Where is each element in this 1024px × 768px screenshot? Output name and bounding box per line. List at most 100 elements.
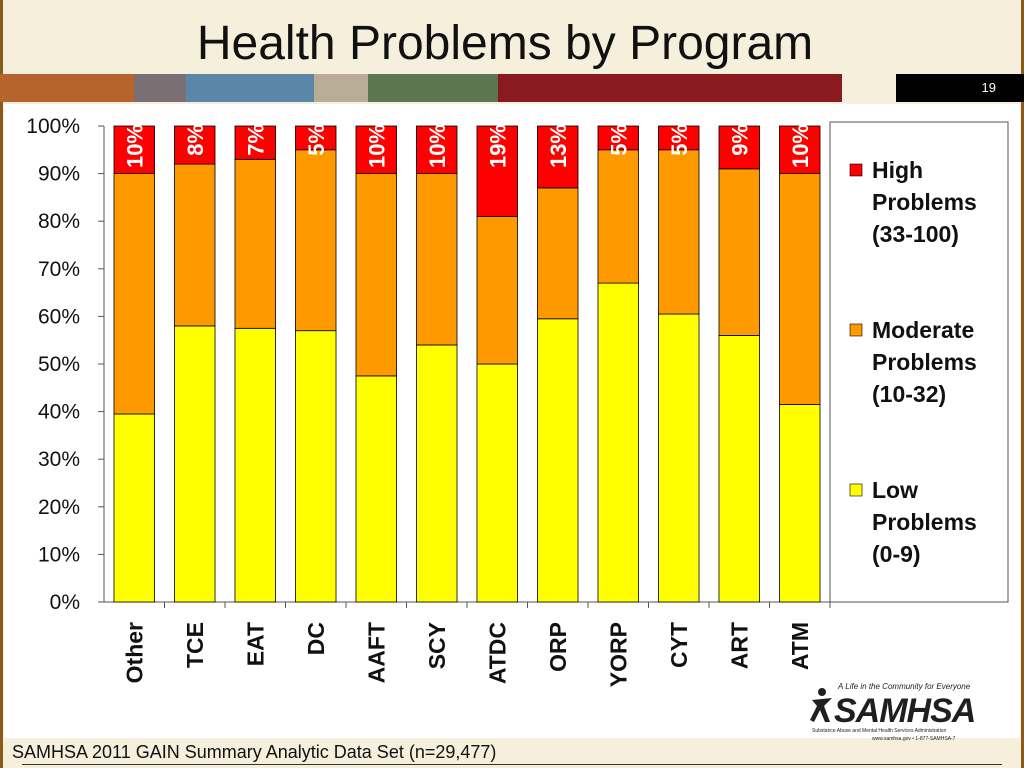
bar-segment <box>658 149 700 315</box>
bar-segment <box>658 313 700 603</box>
bar-segment <box>416 125 458 174</box>
data-label: 5% <box>667 124 692 156</box>
data-label: 9% <box>727 124 752 156</box>
y-tick-label: 70% <box>38 258 80 281</box>
bar-segment <box>416 173 458 346</box>
bar-segment <box>658 125 700 151</box>
bar-segment <box>537 125 579 189</box>
bar-segment <box>113 125 155 174</box>
x-tick-label: EAT <box>242 622 268 666</box>
legend-label: Problems <box>872 509 977 535</box>
bar-segment <box>476 216 518 365</box>
bar-segment <box>476 125 518 217</box>
bar-segment <box>113 413 155 603</box>
logo-subtitle: Substance Abuse and Mental Health Servic… <box>812 728 947 734</box>
bar-segment <box>355 375 397 603</box>
bar-segment <box>537 187 579 320</box>
x-tick-label: ORP <box>545 622 571 672</box>
data-label: 10% <box>122 124 147 168</box>
x-tick-label: Other <box>121 622 147 683</box>
bar-segment <box>234 327 276 603</box>
legend-label: (0-9) <box>872 541 921 567</box>
data-label: 5% <box>606 124 631 156</box>
legend-label: Low <box>872 477 918 503</box>
bar-segment <box>416 344 458 603</box>
header-color-block <box>498 74 842 102</box>
data-label: 5% <box>304 124 329 156</box>
slide-border-left <box>0 0 3 768</box>
x-tick-label: DC <box>303 622 329 655</box>
legend-label: Problems <box>872 349 977 375</box>
x-tick-label: SCY <box>424 622 450 669</box>
legend-label: (33-100) <box>872 221 959 247</box>
bar-segment <box>295 149 337 332</box>
bar-segment <box>718 168 760 336</box>
logo-wordmark: SAMHSA <box>834 692 976 730</box>
data-label: 10% <box>425 124 450 168</box>
slide-border-right <box>1021 0 1024 768</box>
header-color-block <box>186 74 314 102</box>
bar-segment <box>779 404 821 603</box>
data-label: 10% <box>364 124 389 168</box>
data-label: 7% <box>243 124 268 156</box>
bar-segment <box>234 158 276 329</box>
data-label: 13% <box>546 124 571 168</box>
chart-panel: 0% 10% 20% 30% 40% 50% 60% 70% 80% 90% 100% Other 10… <box>4 104 1020 738</box>
y-tick-label: 80% <box>38 210 80 233</box>
y-tick-label: 30% <box>38 448 80 471</box>
legend-swatch <box>849 163 863 177</box>
bar-segment <box>779 173 821 405</box>
stacked-bar-chart: 0% 10% 20% 30% 40% 50% 60% 70% 80% 90% 100% Other 10… <box>26 115 1009 687</box>
logo-tagline: A Life in the Community for Everyone <box>838 682 971 691</box>
y-tick-label: 20% <box>38 496 80 519</box>
x-tick-label: TCE <box>182 622 208 668</box>
bar-segment <box>234 125 276 160</box>
slide-title: Health Problems by Program <box>196 17 814 70</box>
bar-segment <box>597 282 639 603</box>
legend-swatch <box>849 483 863 497</box>
header-color-block <box>368 74 498 102</box>
bar-segment <box>174 325 216 603</box>
bar-segment <box>597 149 639 284</box>
legend-label: Moderate <box>872 317 974 343</box>
footer-rule <box>22 764 1002 765</box>
bar-segment <box>718 335 760 603</box>
bar-segment <box>295 125 337 151</box>
y-tick-label: 10% <box>38 543 80 566</box>
legend-label: (10-32) <box>872 381 946 407</box>
header-color-block <box>134 74 186 102</box>
x-tick-label: CYT <box>666 622 692 668</box>
logo-url: www.samhsa.gov • 1-877-SAMHSA-7 <box>872 736 956 742</box>
x-tick-label: ATDC <box>484 622 510 684</box>
data-label: 8% <box>183 124 208 156</box>
y-tick-label: 50% <box>38 353 80 376</box>
footer-source-note: SAMHSA 2011 GAIN Summary Analytic Data S… <box>12 742 497 762</box>
bar-segment <box>113 173 155 415</box>
y-tick-label: 0% <box>50 591 80 614</box>
bar-segment <box>295 330 337 603</box>
bar-segment <box>174 125 216 165</box>
y-tick-label: 60% <box>38 305 80 328</box>
samhsa-logo: A Life in the Community for Everyone SAM… <box>808 680 1008 748</box>
legend-label: Problems <box>872 189 977 215</box>
person-figure-icon <box>810 688 832 722</box>
legend-swatch <box>849 323 863 337</box>
data-label: 19% <box>485 124 510 168</box>
bar-segment <box>537 318 579 603</box>
bar-segment <box>597 125 639 151</box>
y-tick-label: 90% <box>38 163 80 186</box>
header-color-block <box>0 74 134 102</box>
page-number: 19 <box>896 74 1024 102</box>
y-tick-label: 100% <box>26 115 80 138</box>
legend-label: High <box>872 157 923 183</box>
x-tick-label: YORP <box>605 622 631 687</box>
bar-segment <box>718 125 760 170</box>
legend-box <box>829 121 1009 603</box>
bar-segment <box>476 363 518 603</box>
x-tick-label: ATM <box>787 622 813 670</box>
bar-segment <box>174 163 216 327</box>
bar-segment <box>355 125 397 174</box>
x-tick-label: ART <box>726 622 752 669</box>
y-tick-label: 40% <box>38 401 80 424</box>
header-color-block <box>314 74 368 102</box>
